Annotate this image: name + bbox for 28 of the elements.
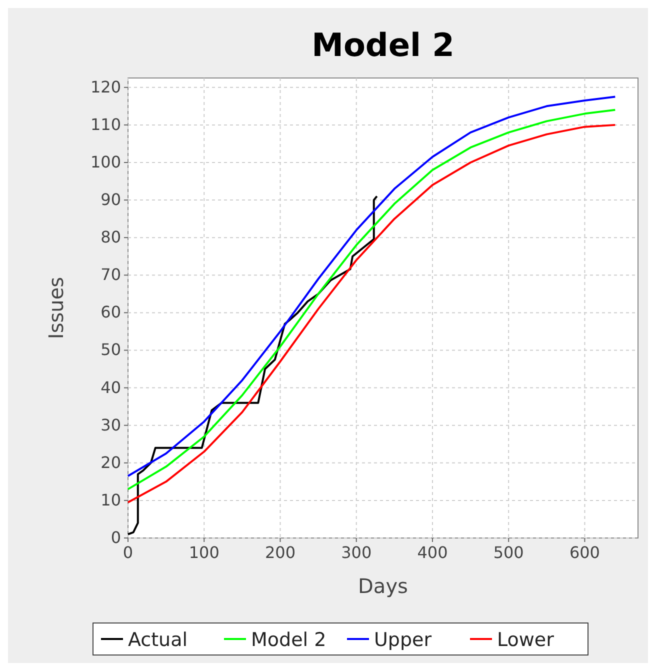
- line-series: [127, 195, 378, 536]
- x-tick-label: 100: [188, 543, 220, 562]
- y-tick-label: 10: [100, 490, 121, 510]
- x-tick-label: 600: [569, 543, 600, 562]
- y-tick-label: 70: [100, 265, 121, 284]
- x-tick-label: 0: [122, 543, 134, 562]
- y-tick-label: 50: [100, 340, 121, 360]
- y-axis-title: Issues: [44, 276, 68, 340]
- y-tick-label: 110: [90, 114, 121, 134]
- x-tick-label: 300: [341, 543, 372, 562]
- x-axis-title: Days: [358, 574, 408, 598]
- legend-label: Model 2: [251, 629, 326, 651]
- x-tick-label: 500: [493, 543, 524, 562]
- y-tick-label: 40: [100, 378, 121, 397]
- x-tick-label: 400: [417, 543, 448, 562]
- y-tick-label: 90: [100, 190, 121, 210]
- y-tick-label: 80: [100, 228, 121, 247]
- y-tick-label: 0: [110, 528, 121, 547]
- y-tick-label: 60: [100, 302, 121, 322]
- chart-title: Model 2: [312, 26, 454, 64]
- legend-label: Lower: [497, 629, 554, 651]
- legend-label: Actual: [128, 629, 188, 651]
- y-tick-label: 120: [90, 77, 121, 96]
- y-tick-label: 20: [100, 452, 121, 472]
- y-tick-label: 100: [90, 152, 121, 172]
- legend-label: Upper: [374, 629, 432, 651]
- y-tick-label: 30: [100, 415, 121, 434]
- x-tick-label: 200: [264, 543, 296, 562]
